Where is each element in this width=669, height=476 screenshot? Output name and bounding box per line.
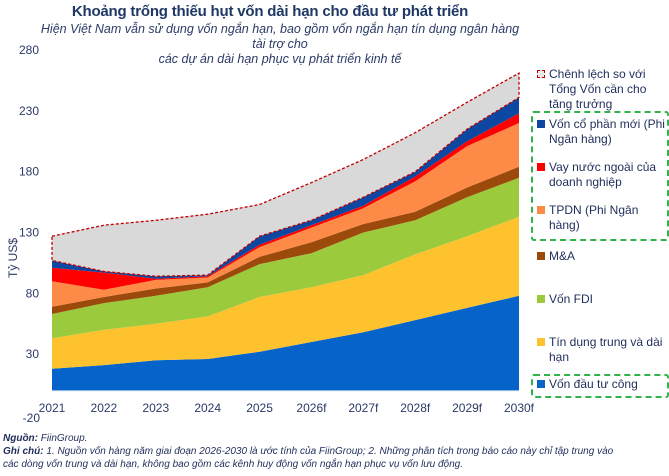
- legend-swatch-fx-loan: [537, 163, 545, 171]
- legend-label-fdi: Vốn FDI: [549, 292, 594, 306]
- y-axis-label: Tỷ US$: [6, 238, 20, 278]
- legend-label-public: Vốn đầu tư công: [549, 377, 638, 391]
- area-ch-nh-l-ch-so-v-i-t-ng-v-n-c-n-cho-t-ng-tr-ng: [51, 71, 520, 277]
- area-m-a: [52, 166, 519, 314]
- area-layers: [51, 71, 520, 392]
- legend-item-credit: Tín dụng trung và dài hạn: [537, 335, 667, 365]
- legend-swatch-equity: [537, 120, 545, 128]
- legend-item-fdi: Vốn FDI: [537, 292, 667, 307]
- legend-swatch-gap: [537, 70, 545, 78]
- legend-swatch-bonds: [537, 206, 545, 214]
- subtitle-line-2: các dự án dài hạn phục vụ phát triển kin…: [158, 52, 402, 66]
- legend-swatch-public: [537, 380, 545, 388]
- y-tick-label: 130: [19, 226, 39, 240]
- legend-label-gap: Chênh lệch so với Tổng Vốn cần cho tăng …: [549, 67, 647, 111]
- x-tick-label: 2029f: [452, 401, 483, 415]
- legend-item-public: Vốn đầu tư công: [537, 377, 667, 392]
- note-value: 1. Nguồn vốn hàng năm giai đoạn 2026-203…: [43, 446, 614, 457]
- source-value: FiinGroup.: [38, 433, 88, 444]
- legend-label-credit: Tín dụng trung và dài hạn: [549, 335, 663, 364]
- y-tick-label: 30: [26, 347, 40, 361]
- legend-label-bonds: TPDN (Phi Ngân hàng): [549, 203, 639, 232]
- chart-subtitle: Hiện Việt Nam vẫn sử dụng vốn ngắn hạn, …: [40, 22, 520, 67]
- chart-footer: Nguồn: FiinGroup. Ghi chú: 1. Nguồn vốn …: [3, 432, 663, 471]
- legend-swatch-ma: [537, 252, 545, 260]
- area-v-n-fdi: [52, 177, 519, 339]
- legend-swatch-credit: [537, 338, 545, 346]
- note-label: Ghi chú:: [3, 446, 44, 457]
- legend-swatch-fdi: [537, 295, 545, 303]
- legend-item-ma: M&A: [537, 249, 667, 264]
- x-tick-label: 2023: [142, 401, 169, 415]
- footnote-line-2: các dòng vốn trung và dài hạn, không bao…: [3, 459, 464, 470]
- source-note: Nguồn: FiinGroup.: [3, 432, 663, 445]
- y-tick-label: 230: [19, 104, 39, 118]
- x-tick-label: 2026f: [296, 401, 327, 415]
- stacked-area-chart: -20 30 80 130 180 230 280 2021 2022 2023 2024 2025…: [6, 43, 535, 425]
- highlight-box-public: [531, 374, 669, 398]
- x-tick-label: 2021: [39, 401, 66, 415]
- subtitle-line-1: Hiện Việt Nam vẫn sử dụng vốn ngắn hạn, …: [40, 22, 520, 51]
- highlight-box-nonbank: [531, 111, 669, 241]
- legend-label-fx-loan: Vay nước ngoài của doanh nghiệp: [549, 160, 657, 189]
- y-tick-label: 180: [19, 165, 39, 179]
- y-axis-ticks: -20 30 80 130 180 230 280: [19, 43, 40, 425]
- legend-label-ma: M&A: [549, 249, 576, 263]
- legend-item-fx-loan: Vay nước ngoài của doanh nghiệp: [537, 160, 667, 190]
- legend-item-equity: Vốn cổ phần mới (Phi Ngân hàng): [537, 117, 667, 147]
- y-tick-label: -20: [23, 411, 41, 425]
- x-tick-label: 2028f: [400, 401, 431, 415]
- chart-title: Khoảng trống thiếu hụt vốn dài hạn cho đ…: [71, 3, 469, 20]
- x-tick-label: 2025: [246, 401, 273, 415]
- legend-label-equity: Vốn cổ phần mới (Phi Ngân hàng): [549, 117, 665, 146]
- legend-item-gap: Chênh lệch so với Tổng Vốn cần cho tăng …: [537, 67, 667, 112]
- x-axis-ticks: 2021 2022 2023 2024 2025 2026f 2027f 2028f 2029f…: [39, 401, 535, 415]
- y-tick-label: 280: [19, 43, 39, 57]
- y-tick-label: 80: [26, 286, 40, 300]
- area-v-n-u-t-c-ng: [52, 295, 519, 391]
- legend-item-bonds: TPDN (Phi Ngân hàng): [537, 203, 667, 233]
- area-t-n-d-ng-trung-v-d-i-h-n: [52, 216, 519, 369]
- source-label: Nguồn:: [3, 433, 38, 444]
- x-tick-label: 2030f: [504, 401, 535, 415]
- x-tick-label: 2024: [194, 401, 221, 415]
- x-tick-label: 2027f: [348, 401, 379, 415]
- x-tick-label: 2022: [91, 401, 118, 415]
- footnote: Ghi chú: 1. Nguồn vốn hàng năm giai đoạn…: [3, 445, 663, 458]
